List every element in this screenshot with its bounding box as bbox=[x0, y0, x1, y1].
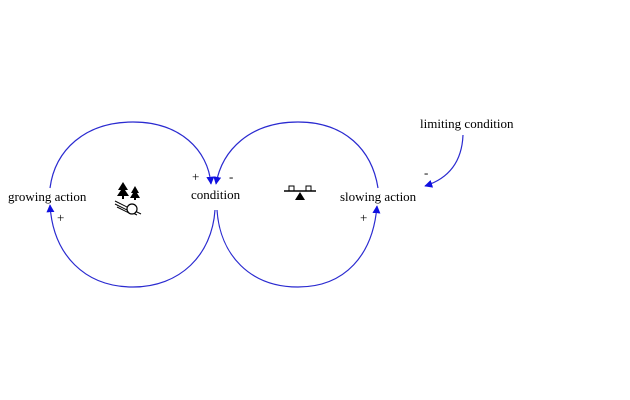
link-condition-to-slowing bbox=[216, 205, 381, 288]
link-slowing-to-condition bbox=[213, 121, 379, 189]
polarity-condition-to-slowing: + bbox=[360, 210, 367, 225]
variable-limiting-condition[interactable]: limiting condition bbox=[420, 116, 514, 131]
polarity-slowing-to-condition: - bbox=[229, 169, 233, 184]
polarity-growing-to-condition: + bbox=[192, 169, 199, 184]
variable-condition[interactable]: condition bbox=[191, 187, 241, 202]
link-growing-to-condition bbox=[49, 121, 215, 189]
balancing-loop-seesaw-icon bbox=[284, 185, 316, 200]
link-condition-to-growing bbox=[46, 204, 216, 288]
variable-slowing-action[interactable]: slowing action bbox=[340, 189, 417, 204]
polarity-limiting-to-slowing: - bbox=[424, 165, 428, 180]
variable-growing-action[interactable]: growing action bbox=[8, 189, 87, 204]
link-limiting-to-slowing bbox=[424, 134, 464, 188]
reinforcing-loop-snowball-icon bbox=[114, 182, 142, 216]
polarity-condition-to-growing: + bbox=[57, 210, 64, 225]
